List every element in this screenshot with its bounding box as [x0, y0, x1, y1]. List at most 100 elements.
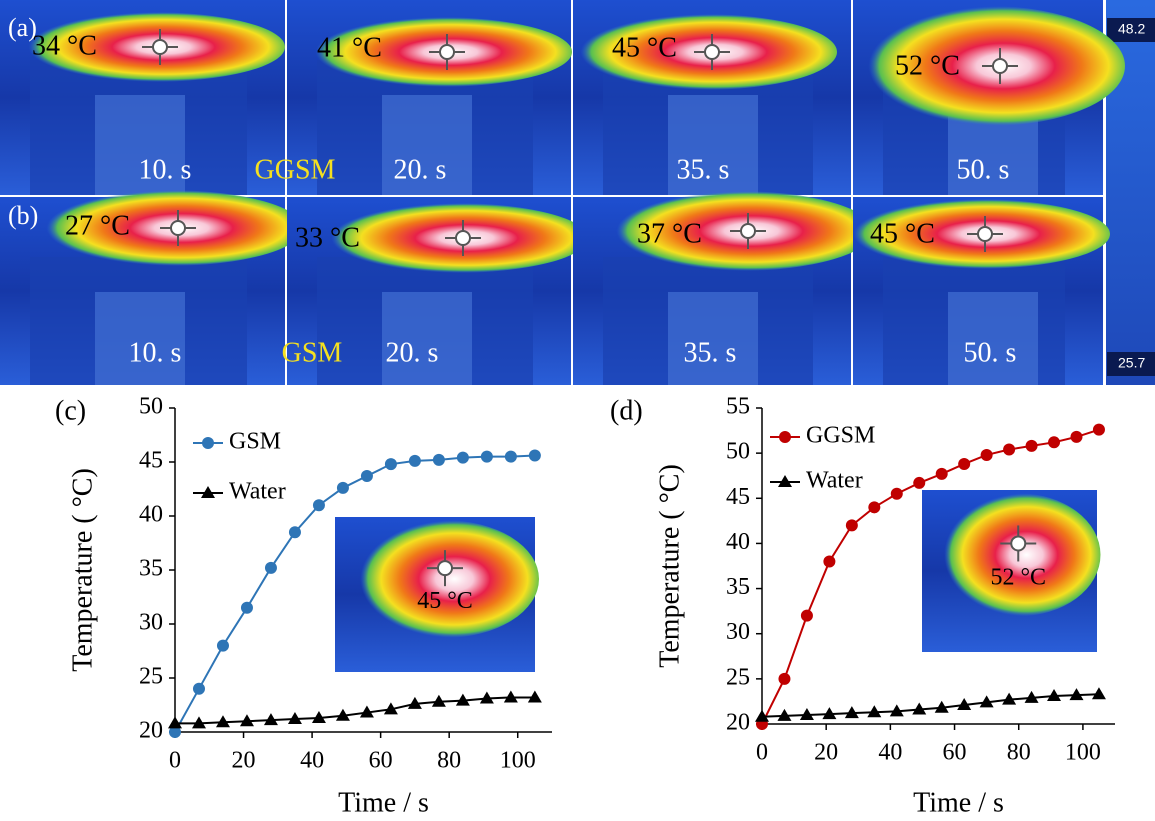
marker [1070, 431, 1082, 443]
x-tick-label: 80 [437, 748, 461, 774]
crosshair [456, 231, 470, 245]
marker [823, 555, 835, 567]
marker [936, 468, 948, 480]
y-tick-label: 55 [726, 394, 750, 420]
x-tick-label: 80 [1007, 740, 1031, 766]
marker [1026, 440, 1038, 452]
crosshair [741, 224, 755, 238]
y-tick-label: 35 [139, 556, 163, 582]
marker [801, 610, 813, 622]
figure: 48.2 25.7 34 °C 10. s 41 °C 20. s 45 °C 35. s… [0, 0, 1155, 821]
y-tick-label: 40 [726, 529, 750, 555]
x-tick-label: 100 [500, 748, 536, 774]
marker [241, 602, 253, 614]
legend-label: Water [806, 468, 863, 494]
crosshair [705, 45, 719, 59]
inset-label: 45 °C [417, 588, 473, 614]
marker [868, 501, 880, 513]
time-label: 20. s [394, 154, 447, 185]
marker [505, 451, 517, 463]
marker [481, 451, 493, 463]
marker [313, 499, 325, 511]
time-label: 35. s [677, 154, 730, 185]
time-label: 10. s [129, 337, 182, 368]
marker [193, 683, 205, 695]
marker [981, 449, 993, 461]
y-tick-label: 50 [726, 439, 750, 465]
temperature-label: 45 °C [612, 32, 677, 63]
y-tick-label: 35 [726, 574, 750, 600]
crosshair [440, 45, 454, 59]
x-tick-label: 20 [814, 740, 838, 766]
temperature-label: 41 °C [317, 32, 382, 63]
marker [891, 488, 903, 500]
marker [217, 640, 229, 652]
legend-marker [202, 437, 214, 449]
marker [409, 455, 421, 467]
x-axis-title: Time / s [913, 787, 1004, 818]
y-tick-label: 40 [139, 502, 163, 528]
x-tick-label: 60 [943, 740, 967, 766]
y-axis-title: Temperature ( °C) [67, 468, 98, 672]
sample-label: GSM [282, 337, 343, 368]
inset-label: 52 °C [990, 565, 1046, 591]
marker [385, 458, 397, 470]
temperature-label: 27 °C [65, 210, 130, 241]
marker [457, 452, 469, 464]
x-tick-label: 0 [169, 748, 181, 774]
marker [433, 454, 445, 466]
time-label: 20. s [386, 337, 439, 368]
colorbar-min: 25.7 [1118, 355, 1145, 371]
temperature-label: 52 °C [895, 50, 960, 81]
y-tick-label: 20 [139, 718, 163, 744]
marker [265, 562, 277, 574]
y-tick-label: 45 [139, 448, 163, 474]
marker [913, 477, 925, 489]
crosshair [438, 561, 452, 575]
x-tick-label: 20 [232, 748, 256, 774]
y-tick-label: 30 [726, 619, 750, 645]
legend-label: GGSM [806, 423, 875, 449]
marker [1093, 424, 1105, 436]
legend-label: GSM [229, 429, 281, 455]
x-tick-label: 100 [1065, 740, 1101, 766]
marker [1003, 444, 1015, 456]
colorbar-max: 48.2 [1118, 21, 1145, 37]
crosshair [978, 227, 992, 241]
panel-label: (d) [610, 395, 643, 426]
temperature-label: 34 °C [32, 30, 97, 61]
time-label: 50. s [957, 154, 1010, 185]
marker [958, 458, 970, 470]
marker [846, 519, 858, 531]
panel-label: (a) [8, 13, 37, 42]
crosshair [171, 221, 185, 235]
temperature-label: 37 °C [637, 218, 702, 249]
y-axis-title: Temperature ( °C) [654, 464, 685, 668]
panel-label: (b) [8, 201, 38, 230]
time-label: 10. s [139, 154, 192, 185]
marker [1048, 436, 1060, 448]
marker [529, 450, 541, 462]
temperature-label: 33 °C [295, 222, 360, 253]
panel-label: (c) [55, 395, 86, 426]
thermal-images: 34 °C 10. s 41 °C 20. s 45 °C 35. s 52 °C 50. s… [0, 0, 1125, 385]
x-tick-label: 40 [300, 748, 324, 774]
legend-marker [779, 431, 791, 443]
crosshair [993, 59, 1007, 73]
sample-label: GGSM [255, 154, 336, 185]
y-tick-label: 30 [139, 610, 163, 636]
marker [361, 470, 373, 482]
marker [778, 673, 790, 685]
crosshair [153, 40, 167, 54]
x-tick-label: 60 [369, 748, 393, 774]
y-tick-label: 45 [726, 484, 750, 510]
temperature-label: 45 °C [870, 218, 935, 249]
x-tick-label: 0 [756, 740, 768, 766]
y-tick-label: 25 [726, 664, 750, 690]
x-axis-title: Time / s [338, 787, 429, 818]
y-tick-label: 20 [726, 710, 750, 736]
marker [337, 482, 349, 494]
time-label: 35. s [684, 337, 737, 368]
y-tick-label: 50 [139, 394, 163, 420]
y-tick-label: 25 [139, 664, 163, 690]
